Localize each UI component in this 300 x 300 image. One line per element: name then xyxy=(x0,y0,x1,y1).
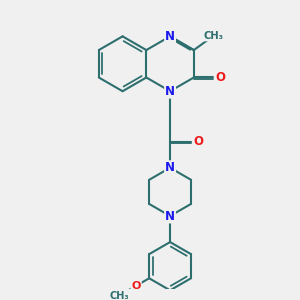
Text: O: O xyxy=(193,135,203,148)
Text: N: N xyxy=(165,161,175,174)
Text: O: O xyxy=(131,281,141,291)
Text: N: N xyxy=(165,30,175,43)
Text: N: N xyxy=(165,209,175,223)
Text: N: N xyxy=(165,85,175,98)
Text: O: O xyxy=(215,71,225,84)
Text: CH₃: CH₃ xyxy=(204,31,224,40)
Text: CH₃: CH₃ xyxy=(109,291,129,300)
